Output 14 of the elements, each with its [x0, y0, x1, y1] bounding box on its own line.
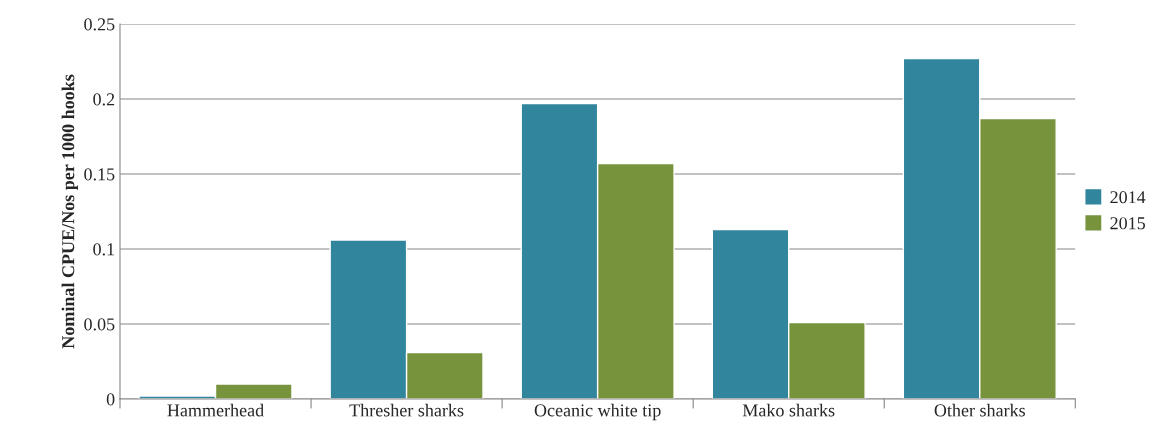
- y-axis-title: Nominal CPUE/Nos per 1000 hooks: [61, 74, 78, 349]
- x-tick-label: Thresher sharks: [349, 403, 464, 417]
- y-tick-label: 0.1: [93, 243, 115, 256]
- y-tick-label: 0: [106, 393, 115, 406]
- y-tick-label: 0.15: [84, 168, 115, 181]
- y-tick-label: 0.2: [93, 93, 115, 106]
- y-tick-label: 0.25: [84, 18, 115, 31]
- y-tick-label: 0.05: [84, 318, 115, 331]
- x-tick-label: Mako sharks: [742, 403, 835, 417]
- legend-label: 2015: [1110, 217, 1146, 230]
- legend-label: 2014: [1110, 191, 1146, 204]
- x-tick-label: Oceanic white tip: [534, 403, 661, 421]
- x-tick-label: Hammerhead: [167, 403, 264, 417]
- x-tick-label: Other sharks: [934, 403, 1025, 417]
